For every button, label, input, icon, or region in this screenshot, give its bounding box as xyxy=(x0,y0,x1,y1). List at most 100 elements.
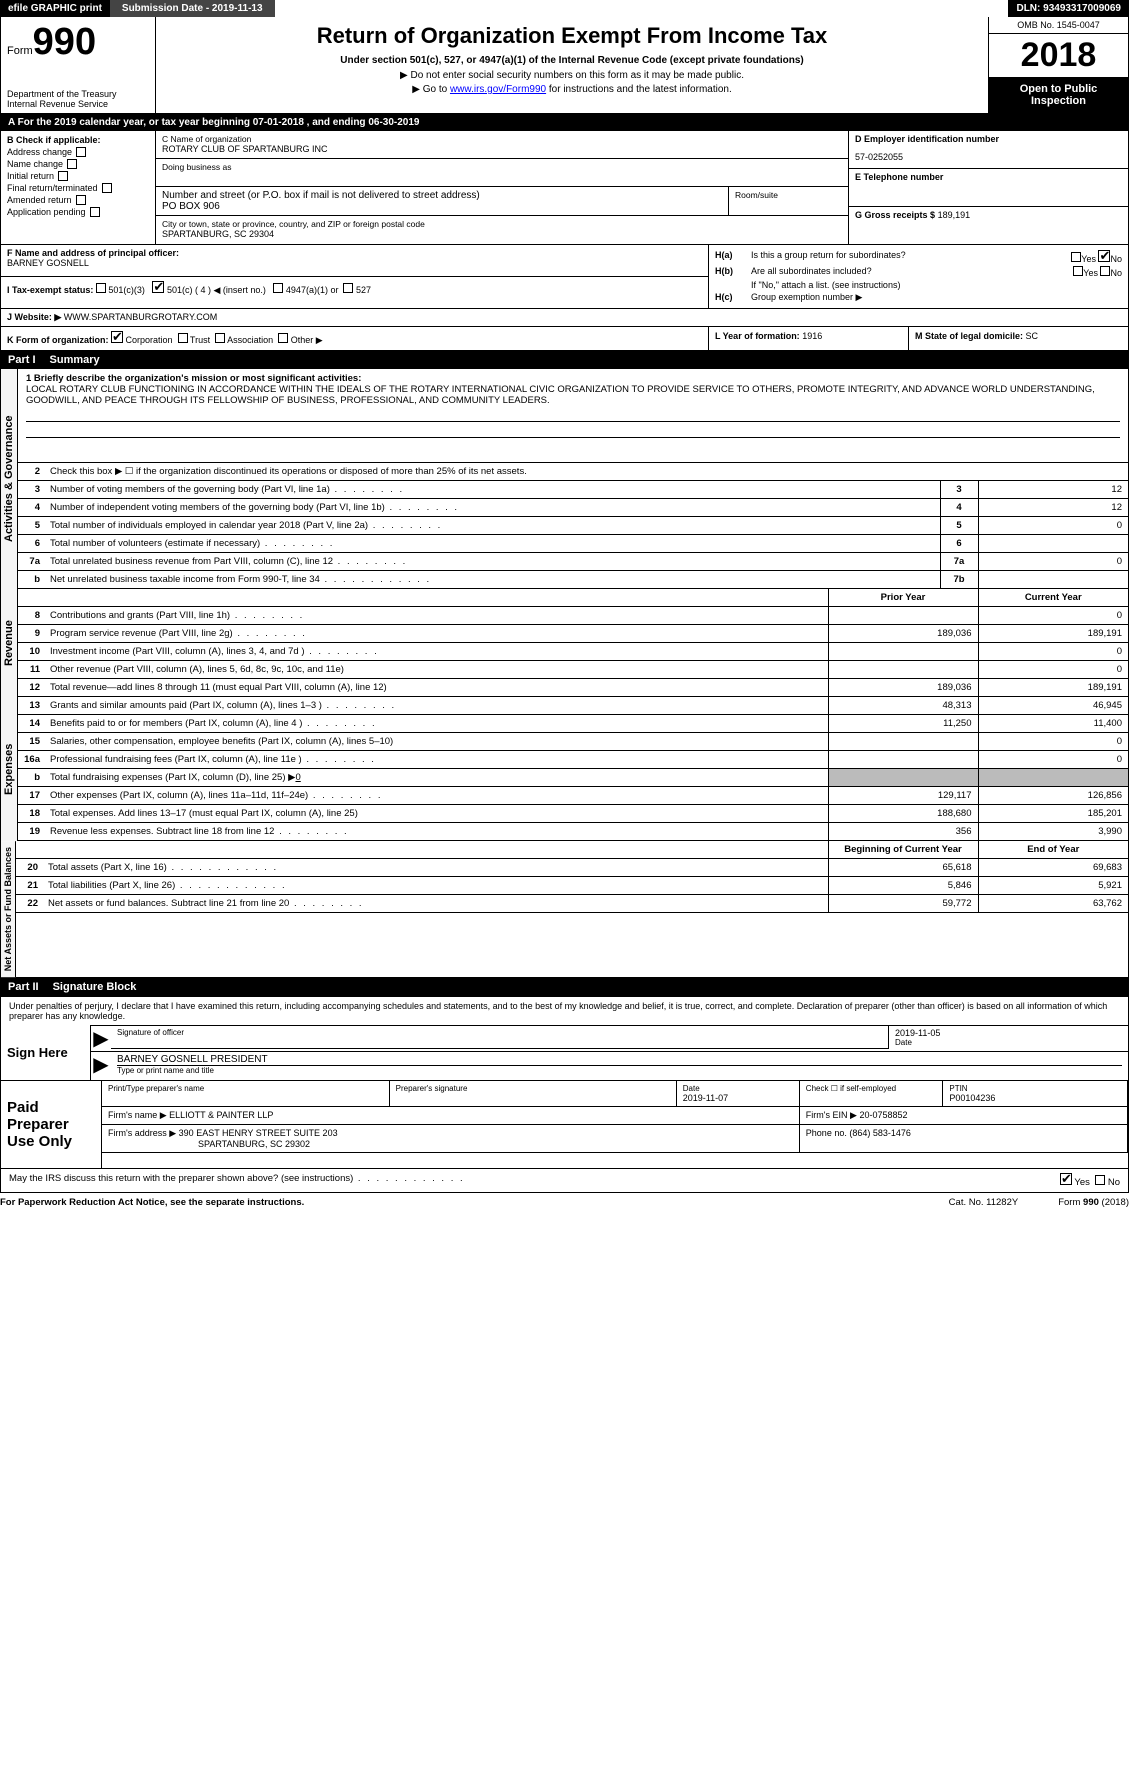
checkbox-icon[interactable] xyxy=(1073,266,1083,276)
prep-name-label: Print/Type preparer's name xyxy=(108,1084,383,1093)
checkbox-checked-icon[interactable] xyxy=(111,331,123,343)
line21-end: 5,921 xyxy=(978,877,1128,895)
checkbox-icon[interactable] xyxy=(178,333,188,343)
sig-date-label: Date xyxy=(895,1038,1122,1047)
officer-name: BARNEY GOSNELL xyxy=(7,258,702,268)
mission-text: LOCAL ROTARY CLUB FUNCTIONING IN ACCORDA… xyxy=(26,384,1120,406)
line16a-prior xyxy=(828,751,978,769)
hb-text: Are all subordinates included? xyxy=(751,266,872,278)
checkbox-icon[interactable] xyxy=(1095,1175,1105,1185)
checkbox-icon[interactable] xyxy=(1071,252,1081,262)
firm-ein-label: Firm's EIN ▶ xyxy=(806,1110,857,1120)
part2-title: Signature Block xyxy=(53,981,137,993)
expenses-table: 13Grants and similar amounts paid (Part … xyxy=(18,697,1128,841)
line9-text: Program service revenue (Part VIII, line… xyxy=(44,625,828,643)
check-applicable: B Check if applicable: Address change Na… xyxy=(1,131,156,244)
line4-val: 12 xyxy=(978,499,1128,517)
irs-link[interactable]: www.irs.gov/Form990 xyxy=(450,84,546,95)
part2-label: Part II xyxy=(8,981,39,993)
line9-prior: 189,036 xyxy=(828,625,978,643)
officer-name-label: Type or print name and title xyxy=(117,1066,1122,1075)
line16a-text: Professional fundraising fees (Part IX, … xyxy=(44,751,828,769)
line5-text: Total number of individuals employed in … xyxy=(44,517,940,535)
line7a-val: 0 xyxy=(978,553,1128,571)
line11-prior xyxy=(828,661,978,679)
checkbox-icon[interactable] xyxy=(343,283,353,293)
line15-text: Salaries, other compensation, employee b… xyxy=(44,733,828,751)
firm-addr2: SPARTANBURG, SC 29302 xyxy=(198,1139,310,1149)
checkbox-icon[interactable] xyxy=(215,333,225,343)
line22-beg: 59,772 xyxy=(828,895,978,913)
top-banner: efile GRAPHIC print Submission Date - 20… xyxy=(0,0,1129,17)
line13-curr: 46,945 xyxy=(978,697,1128,715)
preparer-block: Paid Preparer Use Only Print/Type prepar… xyxy=(0,1081,1129,1169)
checkbox-icon[interactable] xyxy=(278,333,288,343)
line17-curr: 126,856 xyxy=(978,787,1128,805)
discuss-text: May the IRS discuss this return with the… xyxy=(9,1173,465,1188)
entity-info-grid: B Check if applicable: Address change Na… xyxy=(0,131,1129,245)
signature-block: Under penalties of perjury, I declare th… xyxy=(0,996,1129,1081)
firm-ein: 20-0758852 xyxy=(859,1110,907,1120)
netassets-table: Beginning of Current YearEnd of Year 20T… xyxy=(16,841,1128,913)
checkbox-icon[interactable] xyxy=(76,147,86,157)
dept-treasury: Department of the Treasury xyxy=(7,89,149,99)
checkbox-icon[interactable] xyxy=(273,283,283,293)
checkbox-icon[interactable] xyxy=(76,195,86,205)
side-tab-activities: Activities & Governance xyxy=(1,369,18,589)
ptin-value: P00104236 xyxy=(949,1093,1121,1103)
checkbox-icon[interactable] xyxy=(67,159,77,169)
checkbox-icon[interactable] xyxy=(90,207,100,217)
website-label: J Website: ▶ xyxy=(7,312,61,322)
line15-curr: 0 xyxy=(978,733,1128,751)
form-org-label: K Form of organization: xyxy=(7,335,109,345)
discuss-row: May the IRS discuss this return with the… xyxy=(0,1169,1129,1193)
side-tab-expenses: Expenses xyxy=(1,697,18,841)
tax-year-period: A For the 2019 calendar year, or tax yea… xyxy=(0,114,1129,131)
checkbox-checked-icon[interactable] xyxy=(1060,1173,1072,1185)
checkbox-checked-icon[interactable] xyxy=(1098,250,1110,262)
line9-curr: 189,191 xyxy=(978,625,1128,643)
line6-val xyxy=(978,535,1128,553)
org-name: ROTARY CLUB OF SPARTANBURG INC xyxy=(162,144,842,154)
prep-date: 2019-11-07 xyxy=(683,1093,793,1103)
checkbox-icon[interactable] xyxy=(1100,266,1110,276)
checkbox-icon[interactable] xyxy=(102,183,112,193)
line16b-val: 0 xyxy=(295,772,300,783)
line6-text: Total number of volunteers (estimate if … xyxy=(44,535,940,553)
checkbox-icon[interactable] xyxy=(96,283,106,293)
submission-date: Submission Date - 2019-11-13 xyxy=(110,0,275,17)
side-tab-netassets: Net Assets or Fund Balances xyxy=(1,841,16,977)
checkbox-checked-icon[interactable] xyxy=(152,281,164,293)
4947-label: 4947(a)(1) or xyxy=(286,285,339,295)
501c3-label: 501(c)(3) xyxy=(108,285,145,295)
inspection-badge: Open to Public Inspection xyxy=(989,77,1128,113)
line17-prior: 129,117 xyxy=(828,787,978,805)
revenue-table: Prior YearCurrent Year 8Contributions an… xyxy=(18,589,1128,697)
checkbox-icon[interactable] xyxy=(58,171,68,181)
line12-prior: 189,036 xyxy=(828,679,978,697)
line20-text: Total assets (Part X, line 16) xyxy=(42,859,828,877)
form-header: Form990 Department of the Treasury Inter… xyxy=(0,17,1129,114)
line18-prior: 188,680 xyxy=(828,805,978,823)
chk-amended: Amended return xyxy=(7,195,72,205)
mission-row: 1 Briefly describe the organization's mi… xyxy=(18,369,1128,463)
line7b-text: Net unrelated business taxable income fr… xyxy=(44,571,940,589)
sig-date: 2019-11-05 xyxy=(895,1028,1122,1038)
trust-label: Trust xyxy=(190,335,210,345)
line10-text: Investment income (Part VIII, column (A)… xyxy=(44,643,828,661)
line5-val: 0 xyxy=(978,517,1128,535)
efile-label: efile GRAPHIC print xyxy=(0,0,110,17)
line2-text: Check this box ▶ ☐ if the organization d… xyxy=(44,463,1128,481)
line14-text: Benefits paid to or for members (Part IX… xyxy=(44,715,828,733)
line10-prior xyxy=(828,643,978,661)
501c-label: 501(c) ( 4 ) ◀ (insert no.) xyxy=(167,285,266,295)
other-label: Other ▶ xyxy=(291,335,323,345)
part1-label: Part I xyxy=(8,354,36,366)
chk-name-change: Name change xyxy=(7,159,63,169)
ein-value: 57-0252055 xyxy=(855,152,1122,162)
preparer-title: Paid Preparer Use Only xyxy=(1,1081,101,1168)
line18-curr: 185,201 xyxy=(978,805,1128,823)
line7a-text: Total unrelated business revenue from Pa… xyxy=(44,553,940,571)
declaration-text: Under penalties of perjury, I declare th… xyxy=(1,997,1128,1025)
year-formation-label: L Year of formation: xyxy=(715,331,800,341)
